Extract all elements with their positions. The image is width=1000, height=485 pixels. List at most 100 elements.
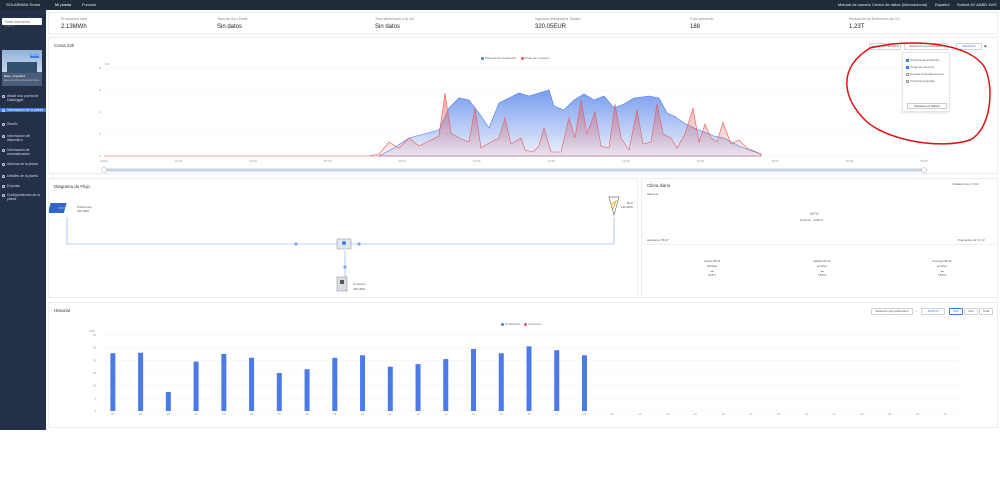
forecast-condition: Nublado <box>706 264 718 268</box>
sidebar-item[interactable]: Alarmas de la planta <box>0 162 46 166</box>
history-x-tick: 13 <box>444 412 448 416</box>
history-bar <box>443 359 449 411</box>
compare-button[interactable]: Gestión de comparar <box>869 43 901 50</box>
history-card: Historial Selección de parámetros ‹ 2022… <box>48 302 998 428</box>
history-y-tick: 30 <box>93 333 97 337</box>
curve-x-tick: 02:00 <box>175 159 183 163</box>
curve-x-tick: 14:00 <box>622 159 630 163</box>
create-plant-button[interactable]: Crear una nueva planta <box>2 18 42 28</box>
sidebar-item-label: Alarmas de la planta <box>7 162 38 166</box>
curve-y-tick: 6 <box>99 88 101 92</box>
curve-y-tick: 2 <box>99 132 101 136</box>
history-x-tick: 05 <box>222 412 226 416</box>
curve-card: Curva 24h Gestión de comparar Selección … <box>48 37 998 174</box>
history-parameter-select-button[interactable]: Selección de parámetros <box>871 308 913 315</box>
history-x-tick: 11 <box>389 412 392 416</box>
stat-label: Ingresos Anticipados Totales <box>535 17 581 21</box>
user-menu[interactable]: Submit AY AABB 1WS <box>957 2 997 7</box>
curve-x-tick: 18:00 <box>771 159 779 163</box>
history-chart: 30 25 20 15 10 5 0 kWh 01 02 03 04 05 06 07 08 09 10 11 12 1… <box>89 329 959 416</box>
weather-day-forecast: sábado 08-16 Lluvioso ☁ 7/18°C <box>802 259 842 277</box>
weather-city: Valencia <box>647 192 659 196</box>
zoom-handle-right <box>921 167 927 173</box>
curve-chart: 8 6 4 2 0 kW 00:00 02:00 04:00 06:00 08:00 10:00 12:… <box>99 62 928 173</box>
option-consumption-power[interactable]: Poder de consumo <box>906 65 934 69</box>
option-purchased-power[interactable]: Potencia comprada <box>906 79 935 83</box>
sidebar-item-label: Diseño <box>7 122 18 126</box>
sidebar-item-label: Información de automatización <box>7 148 30 157</box>
weather-divider <box>646 244 995 245</box>
history-bar <box>276 373 282 411</box>
status-badge: Normal <box>30 54 39 58</box>
tab-month[interactable]: Mes <box>949 308 963 315</box>
cloud-icon: ☁ <box>940 268 944 273</box>
sidebar-item[interactable]: Detalles de la planta <box>0 174 46 178</box>
stat-label: Total alimentado a la red <box>375 17 415 21</box>
option-grid-energy[interactable]: Energía comprada a la red <box>906 72 944 76</box>
curve-x-tick: 20:00 <box>846 159 854 163</box>
nav-icon <box>2 185 5 188</box>
data-center-select[interactable]: Centro de datos (Internacional) <box>872 2 928 7</box>
history-x-tick: 09 <box>333 412 337 416</box>
sidebar-item[interactable]: Información de automatización <box>0 148 46 156</box>
forecast-temp: 7/18°C <box>937 273 947 277</box>
legend-item-production[interactable]: Potencia de producción <box>481 56 516 60</box>
sidebar-item[interactable]: Exportar <box>0 184 46 188</box>
solar-panel-icon <box>49 203 71 213</box>
legend-item-consumption[interactable]: Poder de consumo <box>520 56 550 60</box>
forecast-day: martes 08-16 <box>703 259 721 263</box>
history-bar <box>360 355 366 411</box>
tab-total[interactable]: Total <box>979 308 993 315</box>
forecast-condition: Lluvioso <box>936 264 948 268</box>
user-manual-link[interactable]: Manual de usuario <box>838 2 871 7</box>
language-select[interactable]: Español <box>935 2 950 7</box>
stat-value: 188 <box>690 24 701 30</box>
stat-label: Producción total <box>61 17 87 21</box>
forecast-day: domingo 08-09 <box>932 259 952 263</box>
plant-photo-roof <box>7 62 37 73</box>
history-y-tick: 0 <box>94 409 96 413</box>
date-picker[interactable]: 2022/11/2 <box>956 43 982 50</box>
restore-defaults-button[interactable]: Restaurar por defecto <box>907 103 947 109</box>
history-y-tick: 10 <box>93 384 97 388</box>
tab-function[interactable]: Función <box>82 2 97 7</box>
curve-y-tick: 8 <box>99 66 101 70</box>
option-production-power[interactable]: Potencia de producción <box>906 58 940 62</box>
history-bar <box>498 353 504 411</box>
history-date-picker[interactable]: 2022/10 <box>921 308 945 315</box>
curve-x-tick: 22:00 <box>920 159 928 163</box>
top-navigation-bar: SOLARMAN Smart Mi planta Función Manual … <box>0 0 1000 10</box>
red-annotation-circle <box>846 42 991 145</box>
sidebar-item[interactable]: Información de la planta <box>0 108 46 113</box>
legend-item-consumption[interactable]: Consumo <box>524 322 541 326</box>
curve-y-tick: 4 <box>99 110 101 114</box>
sunset-time: Puesta de sol 17:13 <box>958 238 985 242</box>
history-x-tick: 28 <box>860 412 864 416</box>
history-x-tick: 30 <box>916 412 920 416</box>
history-x-tick: 14 <box>472 412 476 416</box>
flow-diagram <box>49 196 620 292</box>
prev-day-arrow[interactable]: ‹ <box>951 44 952 48</box>
plant-subtitle: Energía solar-almacenamiento <box>4 79 40 82</box>
sidebar-item-label: añadir una puerta de Datalogger <box>7 94 39 103</box>
sidebar-item[interactable]: Información del dispositivo <box>0 134 46 142</box>
sidebar-item[interactable]: Diseño <box>0 122 46 126</box>
nav-icon <box>2 149 5 152</box>
tab-year[interactable]: Año <box>964 308 978 315</box>
tab-my-plant[interactable]: Mi planta <box>55 2 72 7</box>
sidebar-item[interactable]: añadir una puerta de Datalogger <box>0 94 46 102</box>
history-prev-arrow[interactable]: ‹ <box>916 309 917 313</box>
plant-name: Boko_Virgual14 <box>4 74 26 78</box>
history-x-tick: 01 <box>111 412 115 416</box>
history-legend: Producción Consumo <box>501 322 541 326</box>
sidebar-item[interactable]: Configuraciones de la planta <box>0 193 46 201</box>
history-x-tick: 20 <box>638 412 642 416</box>
calendar-icon[interactable]: ▣ <box>984 44 987 48</box>
consumption-value: 320.30W <box>353 287 366 291</box>
stat-label: Reducción de Emisiones de CO <box>849 17 900 21</box>
history-bar <box>304 369 310 411</box>
weather-units-toggle[interactable]: Unidades hora v: 3 h/m <box>952 183 979 186</box>
plant-card[interactable]: Normal Boko_Virgual14 Energía solar-alma… <box>2 50 42 86</box>
history-x-tick: 10 <box>361 412 365 416</box>
legend-item-production[interactable]: Producción <box>501 322 520 326</box>
